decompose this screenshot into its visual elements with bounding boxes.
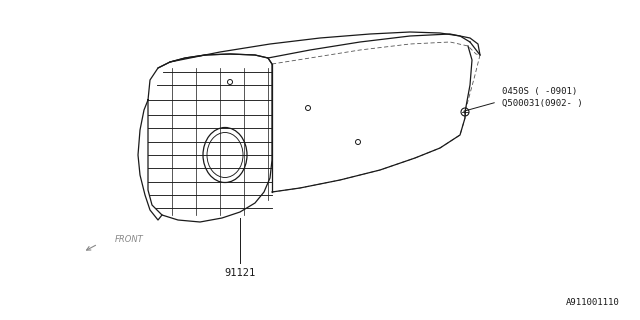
- Text: 91121: 91121: [225, 268, 255, 278]
- Text: A911001110: A911001110: [566, 298, 620, 307]
- Text: FRONT: FRONT: [115, 236, 144, 244]
- Text: Q500031(0902- ): Q500031(0902- ): [502, 99, 582, 108]
- Text: 0450S ( -0901): 0450S ( -0901): [502, 87, 577, 96]
